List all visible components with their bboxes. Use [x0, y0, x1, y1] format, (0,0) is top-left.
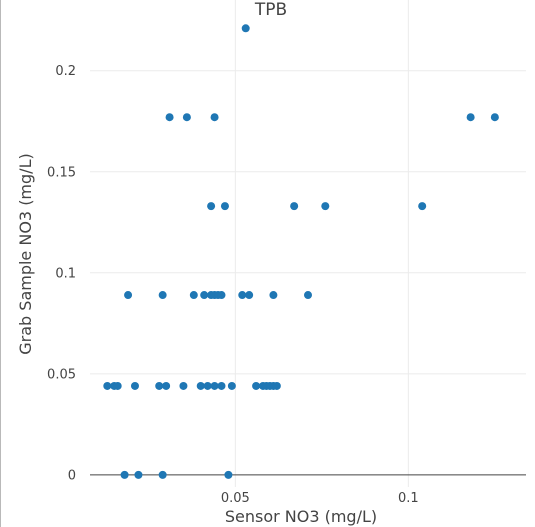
data-point[interactable]	[179, 381, 188, 390]
data-point[interactable]	[124, 291, 133, 300]
y-axis-title: Grab Sample NO3 (mg/L)	[16, 153, 35, 354]
data-point[interactable]	[290, 202, 299, 211]
data-point[interactable]	[158, 470, 167, 479]
data-point[interactable]	[217, 291, 226, 300]
y-tick-label: 0.15	[47, 165, 76, 180]
x-axis-ticks: 0.05 0.1	[221, 491, 419, 506]
data-point[interactable]	[210, 381, 219, 390]
data-point[interactable]	[182, 113, 191, 122]
points-layer	[103, 24, 499, 479]
data-point[interactable]	[210, 113, 219, 122]
data-point[interactable]	[227, 381, 236, 390]
data-point[interactable]	[165, 113, 174, 122]
data-point[interactable]	[466, 113, 475, 122]
data-point[interactable]	[220, 202, 229, 211]
chart-title: TPB	[254, 0, 287, 20]
data-point[interactable]	[189, 291, 198, 300]
y-tick-label: 0.05	[47, 367, 76, 382]
data-point[interactable]	[304, 291, 312, 300]
data-point[interactable]	[130, 381, 139, 390]
data-point[interactable]	[134, 470, 143, 479]
data-point[interactable]	[155, 381, 164, 390]
y-tick-label: 0	[68, 468, 76, 483]
data-point[interactable]	[120, 470, 129, 479]
data-point[interactable]	[207, 202, 216, 211]
data-point[interactable]	[238, 291, 247, 300]
data-point[interactable]	[241, 24, 250, 33]
data-point[interactable]	[418, 202, 427, 211]
y-tick-label: 0.1	[55, 266, 76, 281]
data-point[interactable]	[158, 291, 167, 300]
data-point[interactable]	[490, 113, 499, 122]
data-point[interactable]	[200, 291, 209, 300]
y-axis-ticks: 0 0.05 0.1 0.15 0.2	[47, 64, 76, 483]
data-point[interactable]	[203, 381, 212, 390]
data-point[interactable]	[162, 381, 171, 390]
data-point[interactable]	[113, 381, 122, 390]
x-tick-label: 0.1	[398, 491, 419, 506]
data-point[interactable]	[272, 381, 281, 390]
data-point[interactable]	[217, 381, 226, 390]
y-tick-label: 0.2	[55, 64, 76, 79]
data-point[interactable]	[252, 381, 261, 390]
grid-layer	[90, 0, 526, 487]
data-point[interactable]	[245, 291, 254, 300]
x-axis-title: Sensor NO3 (mg/L)	[225, 507, 377, 526]
data-point[interactable]	[224, 470, 233, 479]
data-point[interactable]	[103, 381, 112, 390]
data-point[interactable]	[196, 381, 205, 390]
data-point[interactable]	[321, 202, 330, 211]
x-tick-label: 0.05	[221, 491, 250, 506]
data-point[interactable]	[269, 291, 278, 300]
